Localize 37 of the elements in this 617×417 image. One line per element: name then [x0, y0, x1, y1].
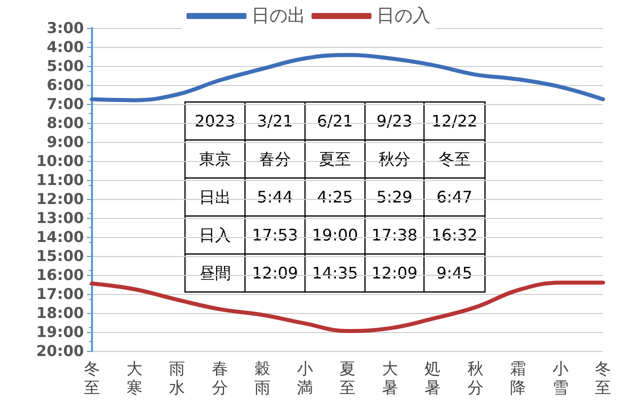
y-tick-label: 8:00 [46, 114, 84, 132]
y-tick-label: 9:00 [46, 133, 84, 151]
y-tick-label: 18:00 [36, 304, 84, 322]
y-tick-label: 17:00 [36, 285, 84, 303]
x-tick-label: 冬至 [84, 359, 100, 397]
x-tick-label: 冬至 [595, 359, 611, 397]
annotation: 17:53 [252, 226, 298, 244]
x-tick-label: 春分 [212, 359, 228, 397]
y-tick-label: 7:00 [46, 95, 84, 113]
y-tick-label: 10:00 [36, 152, 84, 170]
x-tick-label: 秋分 [467, 359, 484, 397]
y-tick-label: 6:00 [46, 76, 84, 94]
x-tick-label: 雨水 [169, 359, 186, 397]
line-series [90, 280, 605, 334]
y-tick-label: 5:00 [46, 57, 84, 75]
legend-label: 日の入 [376, 6, 430, 26]
y-tick-label: 11:00 [36, 171, 84, 189]
y-tick-label: 13:00 [36, 209, 84, 227]
x-tick-label: 穀雨 [254, 359, 270, 397]
y-tick-label: 16:00 [36, 266, 84, 284]
legend-label: 日の出 [252, 6, 306, 26]
annotation: 5:29 [376, 188, 412, 206]
x-tick-label: 小雪 [552, 359, 568, 397]
y-tick-label: 12:00 [36, 190, 84, 208]
x-tick-label: 夏至 [340, 359, 356, 397]
x-tick-label: 処暑 [424, 359, 441, 397]
y-tick-label: 20:00 [36, 342, 84, 360]
line-series [90, 52, 605, 102]
y-tick-label: 19:00 [36, 323, 84, 341]
x-tick-label: 霜降 [510, 359, 526, 397]
x-tick-label: 小満 [296, 359, 313, 397]
y-tick-label: 4:00 [46, 38, 84, 56]
y-tick-label: 14:00 [36, 228, 84, 246]
x-tick-label: 大寒 [126, 359, 143, 397]
y-tick-label: 3:00 [46, 19, 84, 37]
x-tick-label: 大暑 [382, 359, 398, 397]
y-tick-label: 15:00 [36, 247, 84, 265]
